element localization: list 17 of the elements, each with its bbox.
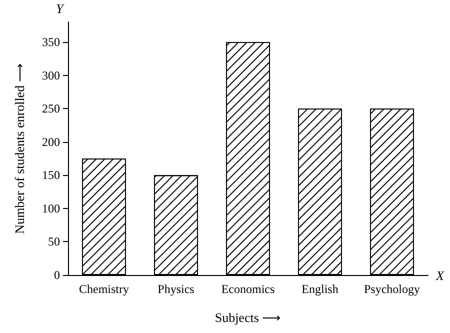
text: X (435, 268, 446, 283)
x-tick-label: Chemistry (79, 282, 129, 296)
x-tick-label: Economics (221, 282, 275, 296)
y-tick-label: 200 (42, 134, 60, 149)
x-axis-title: Subjects ⟶ (214, 310, 282, 325)
x-tick-label: Physics (158, 282, 195, 296)
y-tick-label: 300 (42, 68, 60, 82)
y-tick-label: 350 (42, 34, 60, 49)
x-tick-label: English (302, 282, 338, 296)
y-tick-label: 250 (42, 102, 60, 116)
y-tick-label: 50 (48, 234, 60, 249)
x-tick-label: Psychology (364, 282, 420, 296)
y-tick-label: 150 (42, 168, 60, 182)
y-tick-label: 0 (54, 268, 60, 282)
text: Y (56, 1, 65, 16)
y-tick-label: 100 (42, 201, 60, 216)
y-axis-title: Number of students enrolled ⟶ (12, 63, 27, 234)
